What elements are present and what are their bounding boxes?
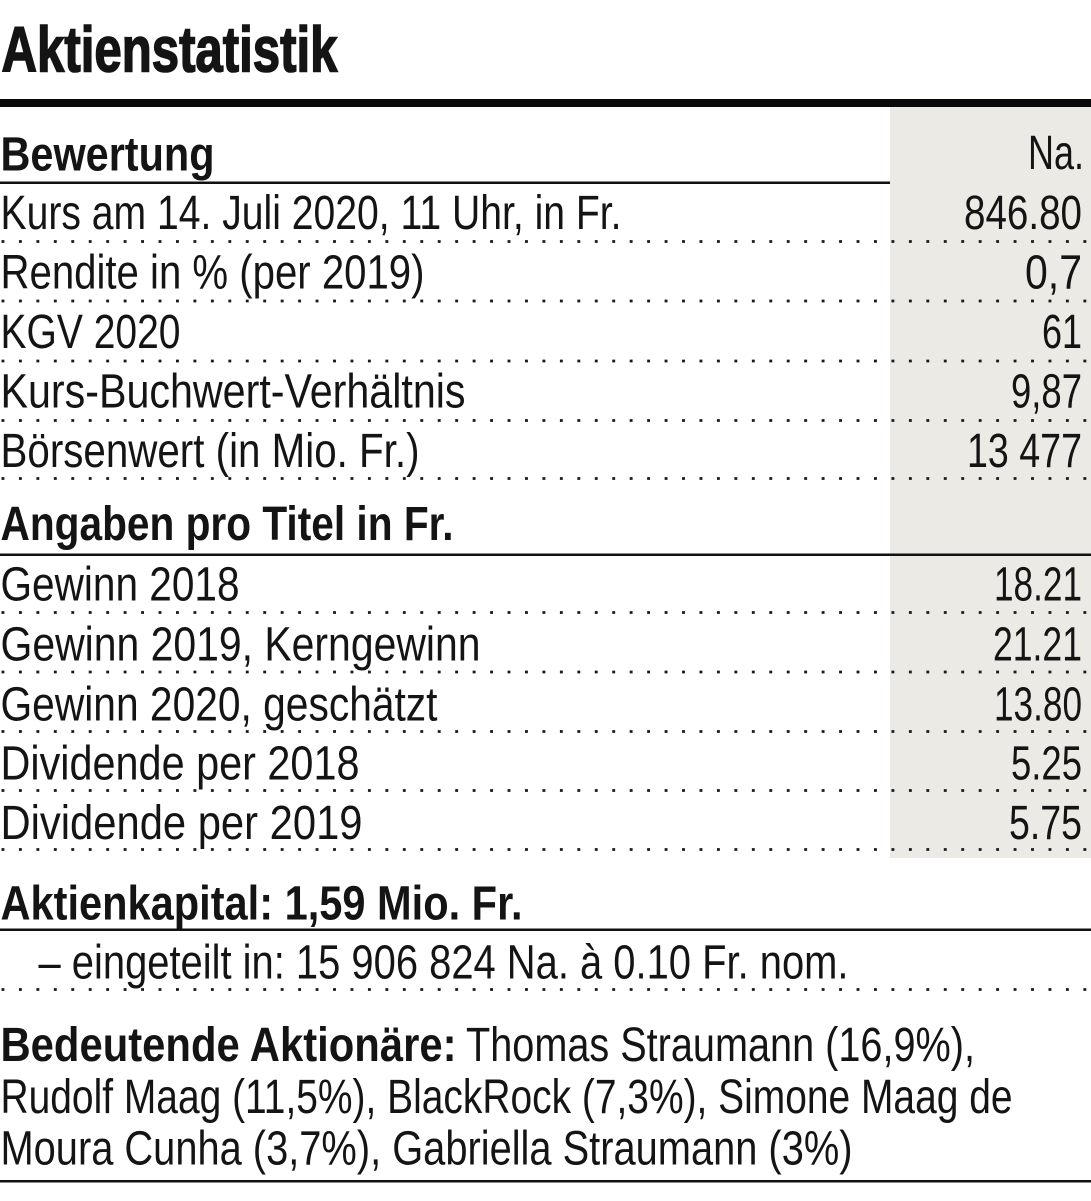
svg-text:Dividende per 2019: Dividende per 2019: [1, 797, 363, 850]
svg-text:Bedeutende Aktionäre:: Bedeutende Aktionäre:: [1, 1019, 457, 1072]
svg-text:Gewinn 2020, geschätzt: Gewinn 2020, geschätzt: [1, 679, 438, 732]
svg-text:KGV 2020: KGV 2020: [1, 306, 181, 359]
svg-text:5.25: 5.25: [1011, 738, 1082, 791]
svg-text:18.21: 18.21: [994, 559, 1082, 612]
svg-text:846.80: 846.80: [964, 187, 1082, 240]
svg-text:Aktienkapital: 1,59 Mio. Fr.: Aktienkapital: 1,59 Mio. Fr.: [1, 878, 523, 931]
svg-text:Kurs-Buchwert-Verhältnis: Kurs-Buchwert-Verhältnis: [1, 366, 466, 419]
svg-text:9,87: 9,87: [1011, 366, 1082, 419]
svg-text:Gewinn 2018: Gewinn 2018: [1, 559, 240, 612]
svg-text:Thomas Straumann (16,9%),: Thomas Straumann (16,9%),: [466, 1019, 975, 1072]
svg-text:Moura Cunha (3,7%), Gabriella: Moura Cunha (3,7%), Gabriella Straumann …: [1, 1123, 853, 1176]
svg-text:21.21: 21.21: [993, 619, 1082, 672]
svg-text:Aktienstatistik: Aktienstatistik: [2, 14, 338, 86]
svg-text:61: 61: [1042, 306, 1082, 359]
svg-text:13 477: 13 477: [967, 425, 1082, 478]
svg-text:Dividende per 2018: Dividende per 2018: [1, 738, 360, 791]
svg-text:Gewinn 2019, Kerngewinn: Gewinn 2019, Kerngewinn: [1, 619, 481, 672]
svg-text:Angaben pro Titel in Fr.: Angaben pro Titel in Fr.: [1, 498, 454, 551]
svg-text:Rendite in % (per 2019): Rendite in % (per 2019): [1, 247, 425, 300]
svg-text:– eingeteilt in: 15 906 824 Na: – eingeteilt in: 15 906 824 Na. à 0.10 F…: [39, 937, 849, 990]
svg-text:Na.: Na.: [1028, 127, 1084, 180]
svg-text:Bewertung: Bewertung: [1, 129, 215, 182]
svg-text:Kurs am 14. Juli 2020, 11 Uhr,: Kurs am 14. Juli 2020, 11 Uhr, in Fr.: [1, 187, 622, 240]
svg-text:0,7: 0,7: [1025, 247, 1082, 300]
svg-text:Börsenwert (in Mio. Fr.): Börsenwert (in Mio. Fr.): [1, 425, 420, 478]
svg-text:13.80: 13.80: [994, 679, 1082, 732]
svg-text:Rudolf Maag (11,5%), BlackRock: Rudolf Maag (11,5%), BlackRock (7,3%), S…: [1, 1071, 1013, 1124]
svg-text:5.75: 5.75: [1009, 797, 1082, 850]
